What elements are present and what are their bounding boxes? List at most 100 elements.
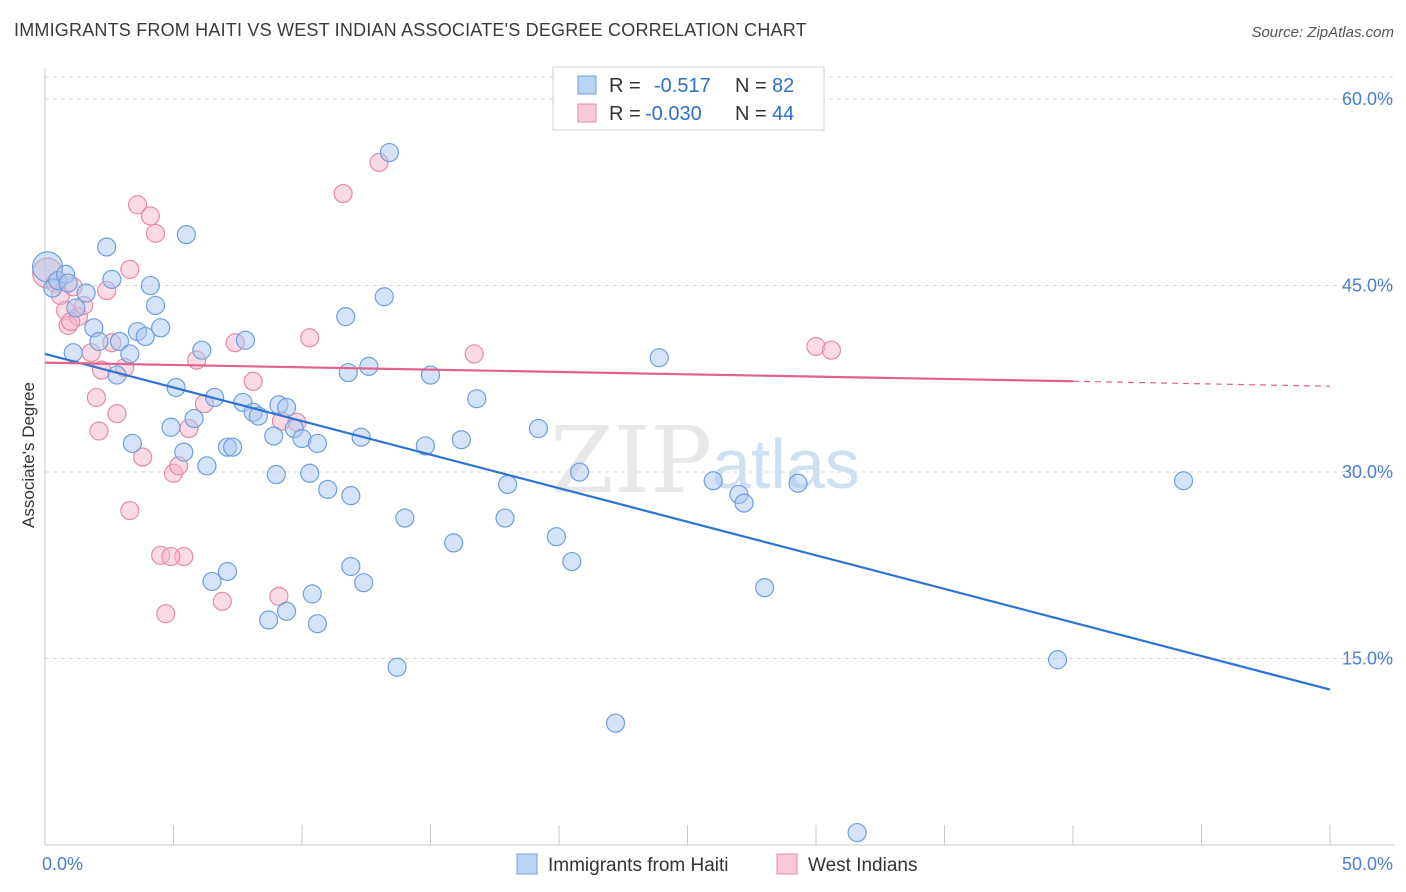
point-west-indians <box>212 591 232 611</box>
legend-n-value-haiti: 82 <box>772 75 794 97</box>
point-haiti <box>97 237 117 257</box>
trend-line-west-indians <box>44 361 1074 383</box>
point-west-indians <box>300 328 320 348</box>
point-haiti <box>649 348 669 368</box>
point-haiti <box>276 601 297 621</box>
point-haiti <box>354 573 374 593</box>
point-haiti <box>754 578 775 598</box>
point-haiti <box>336 307 356 327</box>
point-haiti <box>359 356 379 376</box>
point-west-indians <box>156 604 176 624</box>
point-haiti <box>217 561 238 582</box>
y-tick-label: 30.0% <box>1342 462 1393 482</box>
chart-title: IMMIGRANTS FROM HAITI VS WEST INDIAN ASS… <box>14 20 807 40</box>
point-haiti <box>300 463 320 483</box>
point-west-indians <box>161 546 181 567</box>
axes <box>44 68 1395 846</box>
point-haiti <box>109 331 130 352</box>
point-haiti <box>122 433 142 454</box>
point-haiti <box>102 269 122 289</box>
y-tick-label: 15.0% <box>1342 649 1393 669</box>
series-immigrants-from-haiti <box>31 142 1194 843</box>
point-haiti <box>498 474 518 495</box>
trend-line-haiti <box>44 352 1331 691</box>
point-haiti <box>444 533 464 553</box>
legend-r-label-west-indians: R = <box>609 103 641 125</box>
x-tick-label-start: 0.0% <box>42 854 83 874</box>
point-haiti <box>184 408 204 429</box>
point-west-indians <box>127 195 148 215</box>
point-west-indians <box>821 340 842 360</box>
legend-swatch-haiti <box>577 75 597 95</box>
legend-n-label-west-indians: N = <box>735 103 767 125</box>
point-haiti <box>223 437 243 457</box>
point-haiti <box>145 295 166 316</box>
point-haiti <box>467 389 487 409</box>
bottom-legend-label-west-indians: West Indians <box>808 855 917 876</box>
point-haiti <box>307 433 328 454</box>
point-haiti <box>276 397 297 417</box>
point-haiti <box>120 344 140 364</box>
point-west-indians <box>107 404 127 424</box>
trend-lines <box>44 352 1331 691</box>
point-haiti <box>266 464 286 485</box>
point-west-indians <box>120 500 140 521</box>
point-haiti <box>415 436 435 456</box>
point-haiti <box>734 493 754 513</box>
point-haiti <box>174 442 194 462</box>
point-west-indians <box>145 223 166 243</box>
bottom-legend-swatch-haiti <box>516 853 538 875</box>
point-haiti <box>76 283 96 303</box>
series-legend: Immigrants from Haiti West Indians <box>516 853 917 876</box>
point-haiti <box>451 430 471 450</box>
y-tick-label: 60.0% <box>1342 89 1393 109</box>
watermark-zip: ZIP <box>550 407 712 514</box>
legend-r-value-west-indians: -0.030 <box>645 103 702 125</box>
point-haiti <box>151 318 171 338</box>
point-haiti <box>307 614 328 634</box>
legend-n-value-west-indians: 44 <box>772 103 794 125</box>
point-west-indians <box>269 586 289 606</box>
x-tick-labels: 0.0% 50.0% <box>42 854 1393 874</box>
series-west-indians <box>31 152 842 624</box>
point-haiti <box>788 473 808 493</box>
point-haiti <box>264 426 284 446</box>
stats-legend: R = -0.517 N = 82 R = -0.030 N = 44 <box>552 66 825 131</box>
point-haiti <box>302 584 322 604</box>
legend-n-label-haiti: N = <box>735 75 767 97</box>
point-haiti <box>58 273 78 293</box>
point-haiti <box>258 610 279 630</box>
point-haiti <box>338 362 358 383</box>
legend-swatch-west-indians <box>577 103 597 123</box>
y-tick-labels: 15.0% 30.0% 45.0% 60.0% <box>1342 89 1393 668</box>
point-haiti <box>528 418 549 439</box>
point-haiti <box>341 556 361 577</box>
point-west-indians <box>243 371 263 391</box>
point-haiti <box>562 551 582 572</box>
y-axis-title: Associate's Degree <box>19 382 38 528</box>
point-haiti <box>374 287 394 307</box>
y-tick-label: 45.0% <box>1342 276 1393 296</box>
point-haiti <box>161 417 181 437</box>
point-haiti <box>1047 650 1068 670</box>
point-haiti <box>235 330 256 350</box>
point-haiti <box>546 527 567 547</box>
point-haiti <box>140 275 160 296</box>
bottom-legend-swatch-west-indians <box>776 853 798 875</box>
point-west-indians <box>464 344 484 364</box>
point-haiti <box>569 462 590 482</box>
point-haiti <box>1173 471 1194 491</box>
point-haiti <box>176 224 196 245</box>
point-haiti <box>66 298 86 318</box>
trend-line-west-indians-extension <box>1072 380 1331 387</box>
point-haiti <box>703 471 723 491</box>
point-haiti <box>605 713 626 733</box>
point-haiti <box>495 508 515 528</box>
watermark: ZIP atlas <box>550 407 860 514</box>
point-haiti <box>135 326 155 347</box>
point-haiti <box>395 508 415 528</box>
point-haiti <box>318 479 338 500</box>
point-west-indians <box>140 206 160 226</box>
point-haiti <box>202 571 222 592</box>
